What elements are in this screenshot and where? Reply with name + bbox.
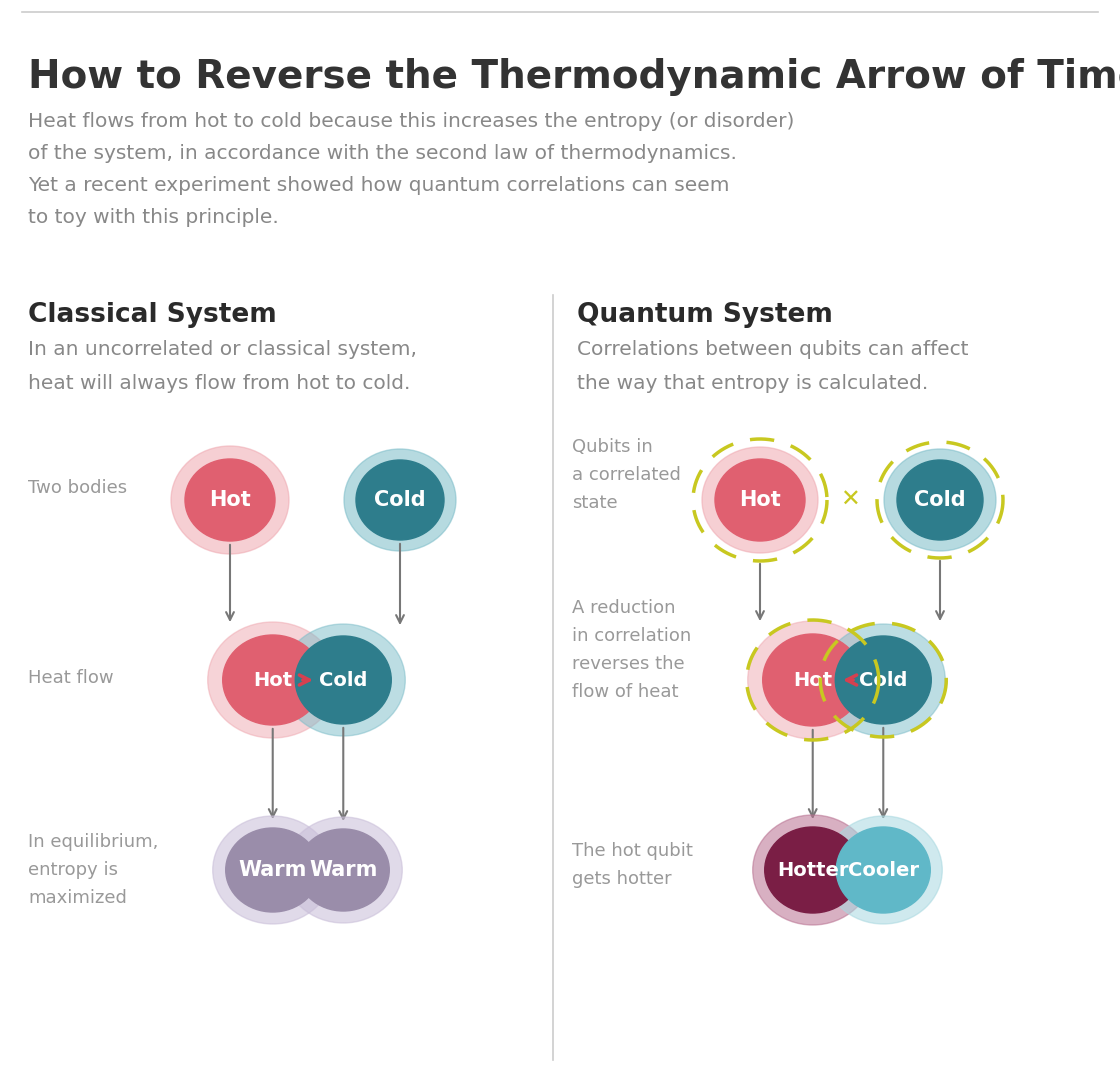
Ellipse shape	[344, 449, 456, 550]
Text: Cold: Cold	[374, 491, 426, 510]
Ellipse shape	[226, 828, 319, 912]
Ellipse shape	[702, 447, 818, 553]
Ellipse shape	[837, 827, 931, 912]
Text: Hot: Hot	[793, 670, 832, 690]
Ellipse shape	[207, 622, 338, 738]
Ellipse shape	[884, 449, 996, 550]
Ellipse shape	[284, 817, 402, 923]
Text: In an uncorrelated or classical system,: In an uncorrelated or classical system,	[28, 340, 417, 359]
Text: Cold: Cold	[319, 670, 367, 690]
Text: to toy with this principle.: to toy with this principle.	[28, 208, 279, 227]
Text: Correlations between qubits can affect: Correlations between qubits can affect	[577, 340, 969, 359]
Text: Hot: Hot	[253, 670, 292, 690]
Ellipse shape	[296, 636, 391, 724]
Text: Classical System: Classical System	[28, 302, 277, 328]
Text: Cooler: Cooler	[848, 860, 918, 879]
Ellipse shape	[356, 461, 444, 540]
Ellipse shape	[821, 624, 945, 736]
Text: Two bodies: Two bodies	[28, 479, 128, 497]
Text: Cold: Cold	[859, 670, 907, 690]
Text: Heat flow: Heat flow	[28, 669, 113, 687]
Text: A reduction
in correlation
reverses the
flow of heat: A reduction in correlation reverses the …	[572, 600, 691, 700]
Ellipse shape	[185, 459, 276, 541]
Ellipse shape	[765, 827, 861, 912]
Text: Qubits in
a correlated
state: Qubits in a correlated state	[572, 438, 681, 512]
Text: heat will always flow from hot to cold.: heat will always flow from hot to cold.	[28, 374, 410, 393]
Text: Hotter: Hotter	[777, 860, 849, 879]
Text: the way that entropy is calculated.: the way that entropy is calculated.	[577, 374, 928, 393]
Text: ✕: ✕	[840, 488, 860, 512]
Ellipse shape	[763, 634, 862, 726]
Ellipse shape	[171, 446, 289, 554]
Text: Hot: Hot	[209, 491, 251, 510]
Text: Heat flows from hot to cold because this increases the entropy (or disorder): Heat flows from hot to cold because this…	[28, 112, 794, 131]
Ellipse shape	[753, 815, 872, 925]
Ellipse shape	[297, 829, 390, 911]
Text: The hot qubit
gets hotter: The hot qubit gets hotter	[572, 842, 693, 888]
Ellipse shape	[223, 635, 323, 725]
Text: Cold: Cold	[914, 491, 965, 510]
Text: Hot: Hot	[739, 491, 781, 510]
Text: Warm: Warm	[309, 860, 377, 880]
Ellipse shape	[824, 816, 942, 924]
Ellipse shape	[213, 816, 333, 924]
Ellipse shape	[897, 461, 983, 540]
Text: How to Reverse the Thermodynamic Arrow of Time: How to Reverse the Thermodynamic Arrow o…	[28, 58, 1120, 96]
Text: Quantum System: Quantum System	[577, 302, 833, 328]
Ellipse shape	[281, 624, 405, 736]
Text: In equilibrium,
entropy is
maximized: In equilibrium, entropy is maximized	[28, 833, 158, 907]
Text: of the system, in accordance with the second law of thermodynamics.: of the system, in accordance with the se…	[28, 144, 737, 163]
Text: Warm: Warm	[239, 860, 307, 880]
Ellipse shape	[715, 459, 805, 541]
Ellipse shape	[748, 621, 878, 739]
Ellipse shape	[836, 636, 931, 724]
Text: Yet a recent experiment showed how quantum correlations can seem: Yet a recent experiment showed how quant…	[28, 176, 729, 195]
